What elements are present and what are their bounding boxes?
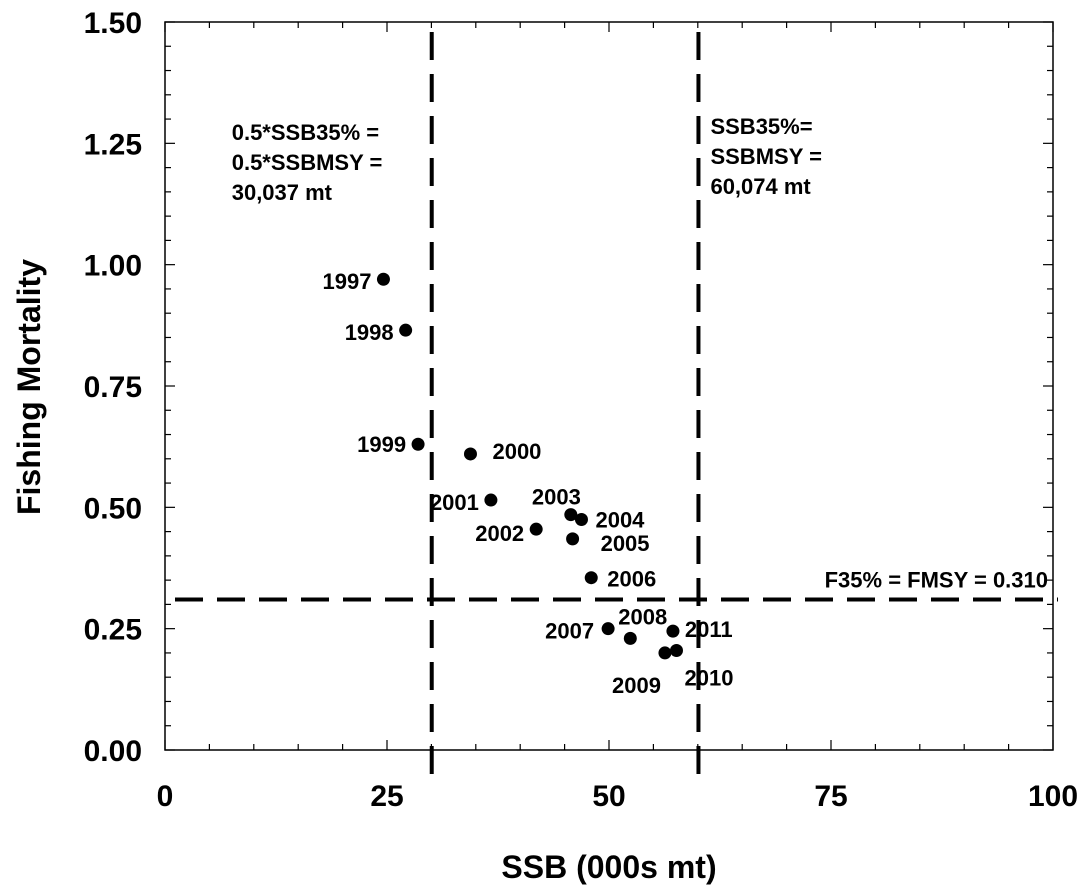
x-tick-label: 50 xyxy=(592,780,625,813)
data-point-label-2004: 2004 xyxy=(595,507,645,532)
data-point-label-2011: 2011 xyxy=(685,617,733,642)
y-tick-label: 0.75 xyxy=(84,371,142,404)
data-point-label-2000: 2000 xyxy=(492,439,541,464)
data-point-label-1997: 1997 xyxy=(322,269,371,294)
data-point-label-2008: 2008 xyxy=(618,604,667,629)
data-point-2004 xyxy=(574,512,588,526)
data-point-label-1998: 1998 xyxy=(345,320,394,345)
x-tick-label: 100 xyxy=(1028,780,1078,813)
x-tick-label: 0 xyxy=(157,780,174,813)
axis-ticks: 0 25 50 75 100 0.00 0.25 0.50 0.75 1.00 1.25 1.50 xyxy=(84,7,1078,813)
data-point-label-2005: 2005 xyxy=(601,531,650,556)
reference-line-label: 60,074 mt xyxy=(710,174,811,199)
data-point-2007 xyxy=(601,622,615,636)
y-axis-title: Fishing Mortality xyxy=(11,259,47,515)
data-point-label-2002: 2002 xyxy=(475,521,524,546)
data-point-1997 xyxy=(376,272,390,286)
data-point-2000 xyxy=(463,447,477,461)
x-axis-title: SSB (000s mt) xyxy=(501,849,716,885)
data-point-2010 xyxy=(669,644,683,658)
data-point-label-2010: 2010 xyxy=(684,666,733,691)
data-point-1998 xyxy=(399,323,413,337)
data-point-2002 xyxy=(529,522,543,536)
reference-line-label: SSB35%= xyxy=(710,114,812,139)
data-point-label-2007: 2007 xyxy=(545,619,594,644)
reference-line-label: 0.5*SSB35% = xyxy=(232,120,379,145)
y-tick-label: 1.25 xyxy=(84,128,142,161)
data-point-2008 xyxy=(623,631,637,645)
x-tick-label: 25 xyxy=(370,780,403,813)
data-point-2011 xyxy=(666,624,680,638)
reference-lines: 0.5*SSB35% = 0.5*SSBMSY = 30,037 mt SSB35%=… xyxy=(175,32,1058,780)
x-tick-label: 75 xyxy=(814,780,847,813)
data-point-2006 xyxy=(584,571,598,585)
y-tick-label: 1.50 xyxy=(84,7,142,40)
reference-line-label: SSBMSY = xyxy=(710,144,821,169)
data-point-2005 xyxy=(566,532,580,546)
data-point-label-2003: 2003 xyxy=(532,485,581,510)
data-point-1999 xyxy=(411,437,425,451)
data-point-label-1999: 1999 xyxy=(357,432,406,457)
reference-line-label: F35% = FMSY = 0.310 xyxy=(825,568,1048,593)
data-point-2003 xyxy=(564,508,578,522)
y-tick-label: 0.00 xyxy=(84,735,142,768)
y-tick-label: 0.50 xyxy=(84,492,142,525)
data-point-2009 xyxy=(658,646,672,660)
data-point-label-2009: 2009 xyxy=(612,673,661,698)
data-point-2001 xyxy=(484,493,498,507)
reference-line-label: 0.5*SSBMSY = xyxy=(232,150,383,175)
data-point-label-2001: 2001 xyxy=(430,490,479,515)
reference-line-label: 30,037 mt xyxy=(232,180,333,205)
y-tick-label: 1.00 xyxy=(84,250,142,283)
data-point-label-2006: 2006 xyxy=(607,567,656,592)
y-tick-label: 0.25 xyxy=(84,614,142,647)
